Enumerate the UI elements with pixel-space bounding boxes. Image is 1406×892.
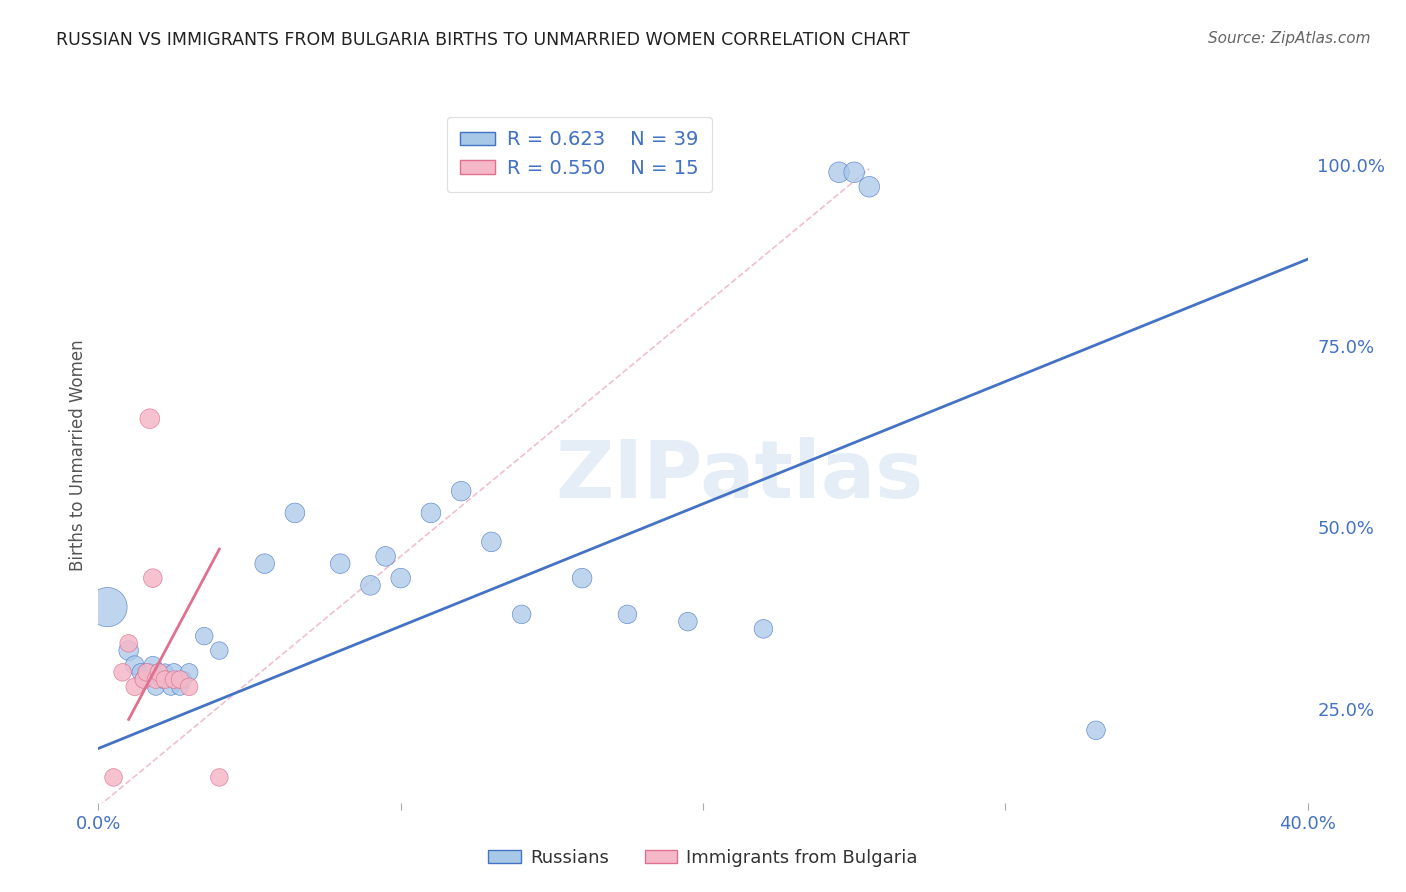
Point xyxy=(160,680,183,694)
Point xyxy=(1085,723,1108,738)
Point xyxy=(169,673,191,687)
Point xyxy=(135,665,157,680)
Point xyxy=(676,615,699,629)
Text: RUSSIAN VS IMMIGRANTS FROM BULGARIA BIRTHS TO UNMARRIED WOMEN CORRELATION CHART: RUSSIAN VS IMMIGRANTS FROM BULGARIA BIRT… xyxy=(56,31,910,49)
Point xyxy=(844,165,866,179)
Point xyxy=(253,557,276,571)
Point xyxy=(179,680,201,694)
Point xyxy=(208,771,231,785)
Point xyxy=(156,673,179,687)
Point xyxy=(481,535,503,549)
Point xyxy=(420,506,443,520)
Text: Source: ZipAtlas.com: Source: ZipAtlas.com xyxy=(1208,31,1371,46)
Point xyxy=(208,643,231,657)
Point xyxy=(129,665,152,680)
Point xyxy=(616,607,638,622)
Point xyxy=(135,665,157,680)
Point xyxy=(169,680,191,694)
Point xyxy=(139,411,162,425)
Point xyxy=(142,571,165,585)
Point xyxy=(111,665,134,680)
Point xyxy=(153,665,176,680)
Point xyxy=(148,665,170,680)
Point xyxy=(148,665,170,680)
Point xyxy=(450,484,472,499)
Point xyxy=(172,673,194,687)
Point xyxy=(150,673,173,687)
Point xyxy=(163,665,186,680)
Legend: Russians, Immigrants from Bulgaria: Russians, Immigrants from Bulgaria xyxy=(481,842,925,874)
Point xyxy=(118,636,141,650)
Point xyxy=(374,549,396,564)
Point xyxy=(139,665,162,680)
Point xyxy=(329,557,352,571)
Legend: R = 0.623    N = 39, R = 0.550    N = 15: R = 0.623 N = 39, R = 0.550 N = 15 xyxy=(447,117,713,192)
Point xyxy=(124,680,146,694)
Point xyxy=(828,165,851,179)
Point xyxy=(193,629,215,643)
Point xyxy=(389,571,412,585)
Y-axis label: Births to Unmarried Women: Births to Unmarried Women xyxy=(69,339,87,571)
Point xyxy=(124,658,146,673)
Point xyxy=(96,600,118,615)
Point xyxy=(752,622,775,636)
Point xyxy=(132,673,155,687)
Point xyxy=(510,607,533,622)
Point xyxy=(163,673,186,687)
Text: ZIPatlas: ZIPatlas xyxy=(555,437,924,515)
Point xyxy=(166,673,188,687)
Point xyxy=(179,665,201,680)
Point xyxy=(284,506,307,520)
Point xyxy=(142,658,165,673)
Point xyxy=(571,571,593,585)
Point xyxy=(145,673,167,687)
Point xyxy=(360,578,382,592)
Point xyxy=(858,179,880,194)
Point xyxy=(145,680,167,694)
Point xyxy=(153,673,176,687)
Point xyxy=(103,771,125,785)
Point xyxy=(132,673,155,687)
Point xyxy=(118,643,141,657)
